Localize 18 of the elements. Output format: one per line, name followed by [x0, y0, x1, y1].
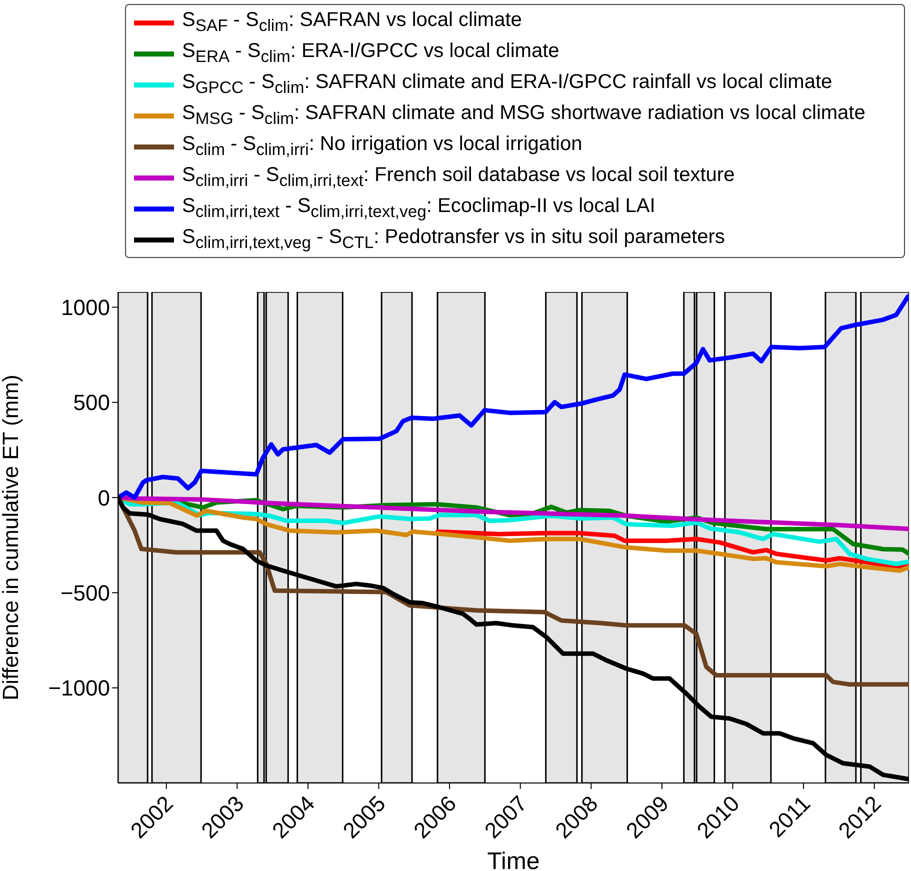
legend-label: S$_{GPCC}$ - S$_{clim}$: SAFRAN climate and ERA-I/GPCC rainfall vs local climate [182, 71, 832, 98]
line-series [118, 294, 909, 500]
y-tick-label: 1000 [61, 295, 110, 320]
line-series [435, 529, 909, 570]
legend-label: S$_{clim,irri,text,veg}$ - S$_{CTL}$: Pedotransfer vs in situ soil parameters [182, 226, 725, 253]
legend-label: S$_{SAF}$ - S$_{clim}$: SAFRAN vs local climate [182, 9, 522, 36]
legend-label: S$_{clim,irri,text}$ - S$_{clim,irri,text,veg}$: Ecoclimap-II vs local LAI [182, 195, 656, 222]
y-tick-label: 500 [73, 390, 110, 416]
legend-label: S$_{clim,irri}$ - S$_{clim,irri,text}$: French soil database vs local soil texture [182, 164, 735, 191]
legend-label: S$_{MSG}$ - S$_{clim}$: SAFRAN climate and MSG shortwave radiation vs local climate [182, 102, 866, 129]
legend-label: S$_{clim}$ - S$_{clim,irri}$: No irrigation vs local irrigation [182, 133, 582, 160]
x-axis-title: Time [487, 848, 540, 871]
y-tick-label: 0 [98, 485, 110, 510]
line-series [118, 495, 909, 532]
y-tick-label: −500 [60, 580, 110, 606]
legend-label: S$_{ERA}$ - S$_{clim}$: ERA-I/GPCC vs local climate [182, 40, 560, 67]
y-axis-title: Difference in cumulative ET (mm) [0, 374, 23, 700]
y-tick-label: −1000 [48, 676, 110, 701]
